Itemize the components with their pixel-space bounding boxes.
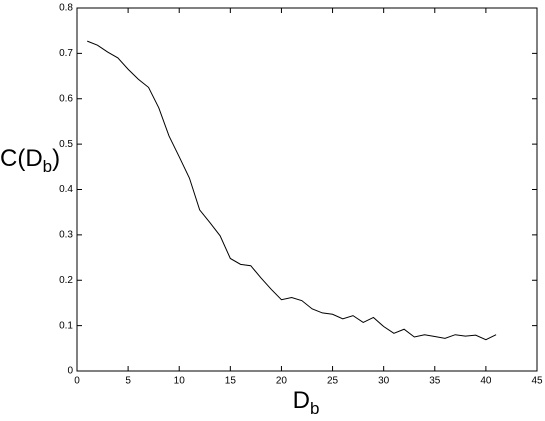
- y-tick-label: 0.4: [59, 184, 73, 195]
- x-tick-label: 30: [378, 376, 390, 387]
- x-label-sub: b: [310, 399, 319, 418]
- y-tick-label: 0.8: [59, 3, 73, 14]
- x-tick-label: 40: [480, 376, 492, 387]
- x-tick-label: 15: [225, 376, 237, 387]
- y-tick-label: 0.7: [59, 48, 73, 59]
- x-axis-label: Db: [293, 387, 320, 418]
- x-tick-label: 10: [174, 376, 186, 387]
- y-label-close: ): [52, 145, 60, 172]
- line: [87, 40, 497, 341]
- y-axis-label: C(Db): [0, 145, 60, 176]
- y-tick-label: 0: [67, 366, 73, 377]
- x-tick-label: 5: [125, 376, 131, 387]
- y-label-main: C(D: [0, 145, 43, 172]
- plot-box: [76, 7, 538, 372]
- x-tick-label: 35: [429, 376, 441, 387]
- x-tick-label: 20: [276, 376, 288, 387]
- y-tick-label: 0.6: [59, 93, 73, 104]
- y-label-sub: b: [43, 157, 52, 176]
- x-tick-label: 0: [74, 376, 80, 387]
- x-label-main: D: [293, 387, 310, 414]
- y-tick-label: 0.5: [59, 139, 73, 150]
- x-tick-label: 25: [327, 376, 339, 387]
- y-tick-label: 0.2: [59, 275, 73, 286]
- y-tick-label: 0.1: [59, 320, 73, 331]
- x-tick-label: 45: [531, 376, 543, 387]
- y-tick-label: 0.3: [59, 230, 73, 241]
